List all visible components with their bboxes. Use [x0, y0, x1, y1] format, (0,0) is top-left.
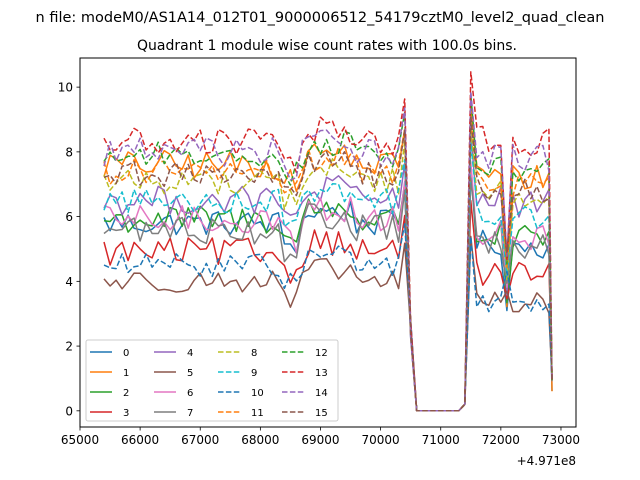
chart-title: Quadrant 1 module wise count rates with …	[137, 38, 517, 54]
series-line-15	[103, 116, 553, 412]
y-tick-label: 10	[58, 81, 73, 95]
legend-label-5: 5	[187, 368, 193, 379]
series-line-9	[103, 142, 553, 412]
legend-label-0: 0	[123, 348, 129, 359]
series-line-6	[103, 161, 553, 412]
series-line-7	[103, 177, 553, 412]
y-tick-label: 2	[65, 340, 73, 354]
x-tick-label: 72000	[482, 433, 520, 447]
series-line-8	[103, 125, 553, 412]
x-axis: 65000 66000 67000 68000 69000 70000 71000 72000…	[61, 427, 580, 447]
x-offset-label: +4.971e8	[517, 454, 576, 468]
figure-suptitle: n file: modeM0/AS1A14_012T01_9000006512_…	[36, 10, 605, 26]
legend-label-10: 10	[251, 388, 264, 399]
x-tick-label: 69000	[301, 433, 339, 447]
series-line-5	[103, 235, 553, 412]
x-tick-label: 66000	[121, 433, 159, 447]
legend-label-7: 7	[187, 408, 193, 419]
x-tick-label: 70000	[362, 433, 400, 447]
x-tick-label: 71000	[422, 433, 460, 447]
series-lines	[103, 71, 553, 412]
y-tick-label: 0	[65, 404, 73, 418]
series-line-4	[103, 132, 553, 412]
legend-label-4: 4	[187, 348, 193, 359]
plot-frame	[79, 57, 577, 428]
series-line-3	[103, 199, 553, 412]
x-tick-label: 73000	[542, 433, 580, 447]
legend-label-12: 12	[315, 348, 328, 359]
y-tick-label: 6	[65, 210, 73, 224]
series-line-11	[103, 116, 553, 412]
series-line-13	[103, 71, 553, 412]
legend-label-6: 6	[187, 388, 193, 399]
legend-label-11: 11	[251, 408, 264, 419]
x-tick-label: 68000	[241, 433, 279, 447]
series-line-14	[103, 90, 553, 412]
legend-label-8: 8	[251, 348, 257, 359]
legend-label-3: 3	[123, 408, 129, 419]
legend-label-15: 15	[315, 408, 328, 419]
y-tick-label: 4	[65, 275, 73, 289]
legend-label-1: 1	[123, 368, 129, 379]
series-line-12	[103, 93, 553, 412]
legend-label-9: 9	[251, 368, 257, 379]
series-line-10	[103, 223, 553, 412]
legend-label-2: 2	[123, 388, 129, 399]
series-line-1	[103, 105, 553, 412]
x-tick-label: 67000	[181, 433, 219, 447]
legend-label-14: 14	[315, 388, 328, 399]
y-tick-label: 8	[65, 145, 73, 159]
x-tick-label: 65000	[61, 433, 99, 447]
legend-box	[85, 339, 339, 422]
legend-label-13: 13	[315, 368, 328, 379]
y-axis: 0 2 4 6 8 10	[58, 81, 80, 418]
